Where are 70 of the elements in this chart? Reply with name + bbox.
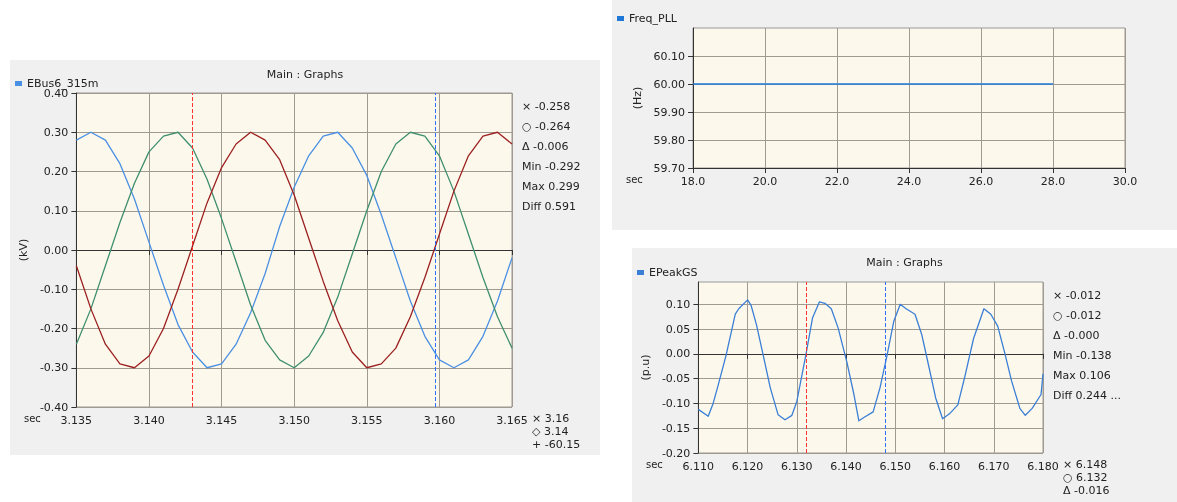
text: Δ -0.016: [1063, 484, 1110, 497]
y-tick-label: 0.00: [43, 243, 69, 257]
text: × -0.012: [1053, 289, 1102, 302]
x-tick-label: 6.180: [1027, 460, 1059, 473]
x-tick-label: 6.130: [781, 460, 813, 473]
text: × 3.16: [532, 412, 570, 425]
y-tick-label: -0.20: [661, 446, 691, 460]
y-tick-label: -0.40: [39, 400, 69, 414]
text: ◇ 3.14: [532, 425, 569, 438]
x-tick-label: 3.165: [496, 414, 528, 427]
y-tick-label: -0.20: [39, 322, 69, 335]
x-tick-label: 3.160: [423, 414, 456, 427]
x-axis-title: sec: [626, 173, 643, 185]
y-tick-label: 0.30: [43, 125, 69, 139]
text: ○ -0.012: [1053, 309, 1102, 322]
y-tick-label: -0.10: [39, 282, 69, 296]
text: Max 0.106: [1053, 369, 1111, 382]
x-tick-label: 20.0: [752, 175, 778, 188]
x-tick-label: 6.160: [928, 460, 961, 473]
x-tick-label: 3.150: [278, 414, 310, 427]
x-tick-label: 6.170: [978, 460, 1010, 473]
text: Diff 0.591: [522, 200, 577, 213]
x-tick-label: 6.140: [830, 460, 862, 473]
x-tick-label: 6.120: [731, 460, 764, 473]
y-tick-label: 59.80: [653, 133, 685, 147]
y-tick-label: 0.10: [665, 297, 691, 311]
y-tick-label: -0.10: [661, 396, 691, 410]
text: ○ 6.132: [1063, 471, 1108, 484]
y-axis-title: (Hz): [630, 86, 644, 110]
x-tick-label: 3.155: [351, 414, 383, 427]
y-tick-label: -0.30: [39, 361, 69, 375]
text: + -60.15: [532, 438, 581, 451]
y-axis-title: (kV): [17, 238, 30, 262]
x-axis-title: sec: [646, 458, 663, 470]
x-tick-label: 28.0: [1040, 175, 1066, 188]
x-tick-label: 6.150: [879, 460, 912, 473]
y-tick-label: 59.70: [653, 161, 685, 175]
y-tick-label: -0.15: [661, 421, 691, 435]
x-tick-label: 3.140: [133, 414, 165, 427]
x-tick-label: 3.145: [205, 414, 238, 427]
text: Max 0.299: [522, 180, 580, 193]
x-tick-label: 18.0: [680, 175, 706, 188]
x-tick-label: 6.110: [682, 460, 715, 473]
y-tick-label: 59.90: [653, 105, 685, 119]
y-axis-title: (p.u): [639, 354, 652, 381]
chart-title: Main : Graphs: [266, 68, 344, 81]
y-tick-label: 0.00: [665, 347, 691, 361]
y-tick-label: 60.00: [653, 77, 685, 91]
text: Δ -0.000: [1053, 329, 1100, 342]
text: Min -0.292: [522, 160, 581, 173]
text: Δ -0.006: [522, 140, 569, 153]
x-tick-label: 22.0: [824, 175, 850, 188]
text: Diff 0.244 ...: [1053, 389, 1122, 402]
text: × -0.258: [522, 100, 571, 113]
y-tick-label: 0.20: [43, 165, 69, 178]
x-tick-label: 24.0: [896, 175, 922, 188]
text: × 6.148: [1063, 458, 1108, 471]
legend-label: EPeakGS: [649, 266, 698, 279]
text: Min -0.138: [1053, 349, 1112, 362]
y-tick-label: 0.05: [665, 322, 691, 336]
x-axis-title: sec: [24, 412, 41, 424]
chart-title: Main : Graphs: [866, 256, 943, 269]
y-tick-label: 0.10: [43, 204, 69, 218]
text: ○ -0.264: [522, 120, 571, 133]
y-tick-label: 60.10: [653, 49, 685, 63]
x-tick-label: 26.0: [968, 175, 994, 188]
legend-label: Freq_PLL: [629, 12, 678, 25]
y-tick-label: -0.05: [661, 372, 691, 386]
x-tick-label: 3.135: [60, 414, 93, 427]
x-tick-label: 30.0: [1112, 175, 1138, 188]
